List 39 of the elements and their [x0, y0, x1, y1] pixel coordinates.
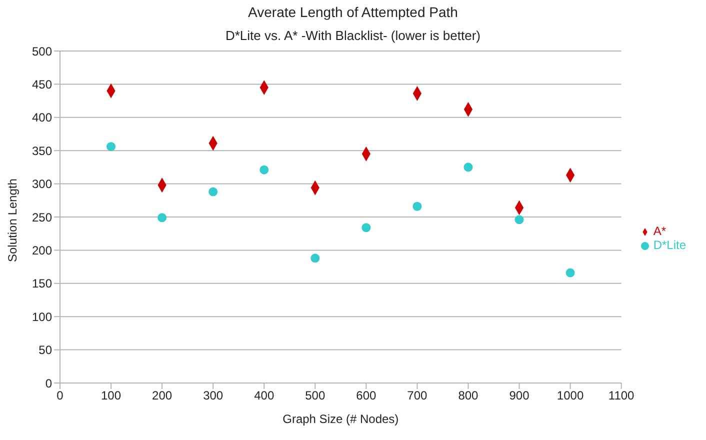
y-tick-label: 400 — [32, 110, 52, 125]
point — [412, 202, 422, 211]
legend-label: A* — [653, 224, 666, 238]
x-tick-label: 900 — [509, 388, 530, 403]
point — [514, 215, 524, 224]
point — [566, 268, 575, 278]
x-tick-label: 600 — [356, 388, 376, 403]
point — [260, 165, 269, 174]
point — [310, 254, 320, 263]
point — [464, 162, 473, 172]
x-tick-label: 200 — [152, 388, 172, 403]
legend-label: D*Lite — [653, 238, 686, 252]
y-tick-label: 100 — [32, 310, 52, 324]
y-tick-label: 300 — [32, 177, 52, 192]
y-tick-label: 200 — [32, 243, 52, 258]
point — [362, 223, 371, 232]
y-tick-label: 0 — [45, 376, 52, 390]
x-axis-title: Graph Size (# Nodes) — [282, 412, 399, 426]
chart-title: Averate Length of Attempted Path — [247, 4, 459, 20]
chart-subtitle: D*Lite vs. A* -With Blacklist- (lower is better) — [224, 28, 482, 43]
x-tick-label: 1000 — [556, 388, 584, 403]
x-tick-label: 100 — [101, 388, 122, 403]
x-tick-label: 500 — [305, 388, 326, 403]
y-tick-label: 350 — [32, 144, 52, 158]
x-tick-label: 0 — [56, 388, 64, 403]
y-tick-label: 150 — [32, 276, 52, 291]
x-tick-label: 1100 — [608, 388, 635, 403]
point — [106, 142, 116, 152]
x-tick-label: 800 — [458, 388, 479, 403]
y-tick-label: 250 — [32, 210, 52, 224]
x-tick-label: 700 — [407, 388, 428, 403]
y-tick-label: 50 — [38, 343, 52, 358]
y-tick-label: 500 — [32, 44, 52, 58]
point — [208, 187, 218, 196]
point — [158, 213, 167, 222]
x-tick-label: 300 — [203, 388, 224, 403]
y-tick-label: 450 — [32, 77, 52, 92]
y-axis-title: Solution Length — [5, 178, 20, 262]
x-tick-label: 400 — [254, 388, 274, 403]
